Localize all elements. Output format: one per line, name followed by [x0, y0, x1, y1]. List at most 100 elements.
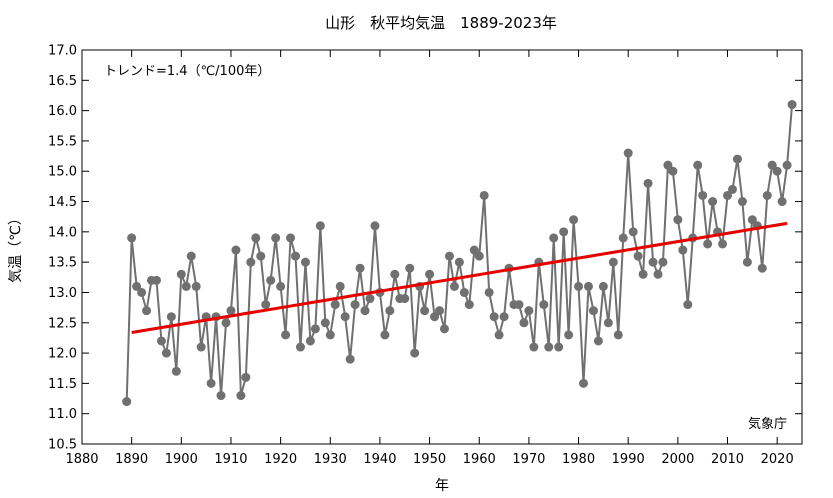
- data-point-1943: [390, 269, 400, 279]
- x-tick-label: 1890: [115, 452, 148, 467]
- data-point-1978: [564, 330, 574, 340]
- data-point-1987: [608, 257, 618, 267]
- data-point-1988: [613, 330, 623, 340]
- data-point-1904: [196, 342, 206, 352]
- data-point-1975: [549, 233, 559, 243]
- data-point-1990: [623, 148, 633, 158]
- data-point-1964: [494, 330, 504, 340]
- x-tick-label: 1980: [562, 452, 595, 467]
- data-point-1962: [484, 287, 494, 297]
- series-line: [125, 104, 794, 402]
- data-point-1970: [524, 306, 534, 316]
- data-point-1899: [171, 366, 181, 376]
- data-point-1980: [574, 281, 584, 291]
- data-point-1951: [430, 312, 440, 322]
- data-point-1945: [400, 294, 410, 304]
- data-point-2011: [727, 184, 737, 194]
- data-point-1950: [425, 269, 435, 279]
- data-point-1968: [514, 300, 524, 310]
- y-tick-label: 15.0: [48, 165, 77, 180]
- data-point-1931: [330, 300, 340, 310]
- y-axis: 10.5 11.0 11.5 12.0 12.5 13.0 13.5 14.0 14.5 15.0…: [48, 44, 802, 453]
- data-point-2012: [732, 154, 742, 164]
- data-point-1954: [444, 251, 454, 261]
- data-point-1915: [251, 233, 261, 243]
- data-point-1922: [286, 233, 296, 243]
- x-tick-label: 2000: [661, 452, 694, 467]
- data-point-1934: [345, 354, 355, 364]
- data-point-1976: [554, 342, 564, 352]
- data-point-1998: [663, 160, 673, 170]
- data-point-1913: [241, 372, 251, 382]
- y-tick-label: 16.5: [48, 74, 77, 89]
- data-point-1919: [271, 233, 281, 243]
- data-point-1918: [266, 275, 276, 285]
- y-tick-label: 15.5: [48, 134, 77, 149]
- data-point-1983: [588, 306, 598, 316]
- data-point-1893: [142, 306, 152, 316]
- data-point-1963: [489, 312, 499, 322]
- data-point-1911: [231, 245, 241, 255]
- y-tick-label: 16.0: [48, 104, 77, 119]
- data-point-2010: [723, 190, 733, 200]
- data-point-1936: [355, 263, 365, 273]
- y-tick-label: 13.5: [48, 256, 77, 271]
- y-tick-label: 14.0: [48, 225, 77, 240]
- data-point-1949: [420, 306, 430, 316]
- data-point-2021: [777, 197, 787, 207]
- x-axis: 1880 1890 1900 1910 1920 1930 1940 1950 1960 1970…: [65, 50, 794, 467]
- data-point-2005: [698, 190, 708, 200]
- y-tick-label: 14.5: [48, 195, 77, 210]
- data-point-1917: [261, 300, 271, 310]
- data-point-1912: [236, 391, 246, 401]
- x-tick-label: 1990: [612, 452, 645, 467]
- data-point-1961: [479, 190, 489, 200]
- data-point-1939: [370, 221, 380, 231]
- data-point-2000: [673, 215, 683, 225]
- data-point-2020: [772, 166, 782, 176]
- data-point-2023: [787, 100, 797, 110]
- data-point-1925: [300, 257, 310, 267]
- y-axis-label: 気温（℃）: [8, 211, 24, 283]
- data-point-1906: [206, 378, 216, 388]
- data-point-1946: [405, 263, 415, 273]
- x-tick-label: 1970: [512, 452, 545, 467]
- data-point-2018: [762, 190, 772, 200]
- y-tick-label: 12.0: [48, 347, 77, 362]
- data-point-1979: [569, 215, 579, 225]
- data-point-1897: [161, 348, 171, 358]
- data-point-1896: [156, 336, 166, 346]
- data-point-2017: [757, 263, 767, 273]
- data-point-2007: [708, 197, 718, 207]
- data-point-1921: [281, 330, 291, 340]
- data-point-2015: [747, 215, 757, 225]
- data-point-2009: [718, 239, 728, 249]
- data-point-2019: [767, 160, 777, 170]
- data-point-1955: [449, 281, 459, 291]
- data-point-1930: [325, 330, 335, 340]
- data-point-1938: [365, 294, 375, 304]
- data-point-2002: [683, 300, 693, 310]
- data-point-2004: [693, 160, 703, 170]
- data-point-1898: [166, 312, 176, 322]
- data-point-1965: [499, 312, 509, 322]
- x-tick-label: 2020: [761, 452, 794, 467]
- data-point-1932: [335, 281, 345, 291]
- data-point-1916: [256, 251, 266, 261]
- trend-line: [131, 221, 788, 334]
- data-point-1903: [191, 281, 201, 291]
- x-tick-label: 1960: [463, 452, 496, 467]
- x-tick-label: 1910: [214, 452, 247, 467]
- trend-annotation: トレンド=1.4（℃/100年）: [104, 64, 270, 79]
- data-point-1993: [638, 269, 648, 279]
- data-point-1920: [276, 281, 286, 291]
- data-point-1928: [315, 221, 325, 231]
- data-point-1977: [559, 227, 569, 237]
- data-point-1947: [410, 348, 420, 358]
- x-tick-label: 1930: [314, 452, 347, 467]
- data-point-1999: [668, 166, 678, 176]
- data-point-1969: [519, 318, 529, 328]
- data-point-1891: [132, 281, 142, 291]
- data-point-1982: [583, 281, 593, 291]
- data-point-1935: [350, 300, 360, 310]
